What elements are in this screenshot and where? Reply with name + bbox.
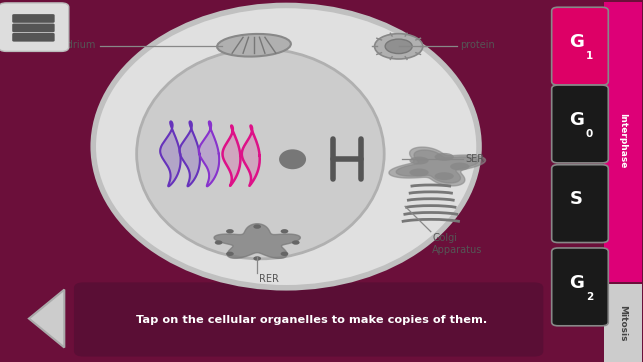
Text: 0: 0 <box>586 129 593 139</box>
Text: G: G <box>569 274 584 292</box>
FancyBboxPatch shape <box>604 284 642 362</box>
Ellipse shape <box>450 163 469 171</box>
Ellipse shape <box>279 149 306 169</box>
FancyBboxPatch shape <box>552 165 608 243</box>
Ellipse shape <box>435 172 454 180</box>
Ellipse shape <box>374 34 423 59</box>
Ellipse shape <box>385 39 412 54</box>
Text: protein: protein <box>460 40 494 50</box>
Polygon shape <box>160 121 181 186</box>
Polygon shape <box>389 147 485 186</box>
Ellipse shape <box>292 240 300 245</box>
Polygon shape <box>222 126 240 186</box>
Ellipse shape <box>280 252 288 256</box>
Polygon shape <box>242 126 260 186</box>
Ellipse shape <box>215 240 222 245</box>
Text: Mitosis: Mitosis <box>619 305 628 341</box>
Text: mitochondrium: mitochondrium <box>21 40 95 50</box>
Ellipse shape <box>253 256 261 261</box>
Text: 2: 2 <box>586 292 593 302</box>
Text: RER: RER <box>259 274 279 285</box>
Ellipse shape <box>137 49 385 259</box>
Text: Interphase: Interphase <box>619 114 628 169</box>
Text: 1: 1 <box>586 51 593 61</box>
FancyBboxPatch shape <box>604 2 642 282</box>
Polygon shape <box>29 290 64 348</box>
Ellipse shape <box>410 168 429 176</box>
Ellipse shape <box>435 153 454 161</box>
FancyBboxPatch shape <box>552 85 608 163</box>
Polygon shape <box>396 150 478 183</box>
Text: Golgi
Apparatus: Golgi Apparatus <box>432 233 482 255</box>
Polygon shape <box>199 121 219 186</box>
FancyBboxPatch shape <box>552 7 608 85</box>
Ellipse shape <box>410 157 429 165</box>
Ellipse shape <box>217 34 291 56</box>
FancyBboxPatch shape <box>12 33 55 42</box>
FancyBboxPatch shape <box>12 24 55 32</box>
Text: G: G <box>569 33 584 51</box>
Ellipse shape <box>226 229 234 233</box>
FancyBboxPatch shape <box>552 248 608 326</box>
Polygon shape <box>214 224 300 258</box>
Text: SER: SER <box>466 153 485 164</box>
FancyBboxPatch shape <box>12 14 55 23</box>
Text: Tap on the cellular organelles to make copies of them.: Tap on the cellular organelles to make c… <box>136 315 487 325</box>
Text: G: G <box>569 111 584 129</box>
FancyBboxPatch shape <box>74 282 543 357</box>
Ellipse shape <box>253 224 261 229</box>
Ellipse shape <box>280 229 288 233</box>
Text: S: S <box>570 190 583 209</box>
Ellipse shape <box>93 5 479 288</box>
FancyBboxPatch shape <box>0 3 69 51</box>
Ellipse shape <box>226 252 234 256</box>
Polygon shape <box>179 121 200 186</box>
